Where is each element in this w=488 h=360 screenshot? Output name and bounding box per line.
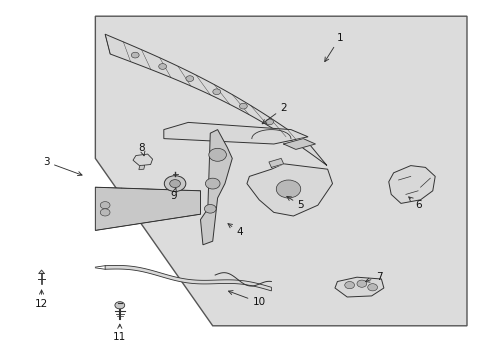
- Circle shape: [212, 89, 220, 95]
- Polygon shape: [334, 277, 383, 297]
- Circle shape: [239, 103, 247, 109]
- Text: 3: 3: [43, 157, 82, 176]
- Polygon shape: [283, 139, 315, 149]
- Text: 9: 9: [170, 188, 177, 201]
- Text: 12: 12: [35, 290, 48, 309]
- Polygon shape: [246, 164, 332, 216]
- Circle shape: [164, 176, 185, 192]
- Polygon shape: [95, 187, 200, 230]
- Circle shape: [276, 180, 300, 198]
- Circle shape: [185, 76, 193, 81]
- Text: 6: 6: [408, 197, 421, 210]
- Polygon shape: [105, 34, 326, 166]
- Circle shape: [208, 148, 226, 161]
- Circle shape: [204, 204, 216, 213]
- Text: 2: 2: [262, 103, 286, 124]
- Circle shape: [159, 64, 166, 69]
- Polygon shape: [388, 166, 434, 203]
- Polygon shape: [105, 265, 271, 291]
- Text: 10: 10: [228, 291, 265, 307]
- Circle shape: [115, 302, 124, 309]
- Circle shape: [205, 178, 220, 189]
- Text: 11: 11: [113, 324, 126, 342]
- Polygon shape: [268, 158, 283, 167]
- Polygon shape: [163, 122, 307, 144]
- Circle shape: [100, 209, 110, 216]
- Text: 5: 5: [286, 197, 304, 210]
- Text: 4: 4: [227, 224, 243, 237]
- Text: 7: 7: [365, 272, 382, 282]
- Polygon shape: [95, 16, 466, 326]
- Circle shape: [367, 284, 377, 291]
- Polygon shape: [39, 270, 44, 274]
- Circle shape: [100, 202, 110, 209]
- Polygon shape: [133, 154, 152, 166]
- Circle shape: [169, 180, 180, 188]
- Circle shape: [131, 52, 139, 58]
- Circle shape: [265, 119, 273, 125]
- Text: 1: 1: [324, 33, 343, 62]
- Polygon shape: [139, 165, 144, 170]
- Text: 8: 8: [138, 143, 145, 156]
- Circle shape: [356, 280, 366, 287]
- Polygon shape: [200, 130, 232, 245]
- Circle shape: [344, 282, 354, 289]
